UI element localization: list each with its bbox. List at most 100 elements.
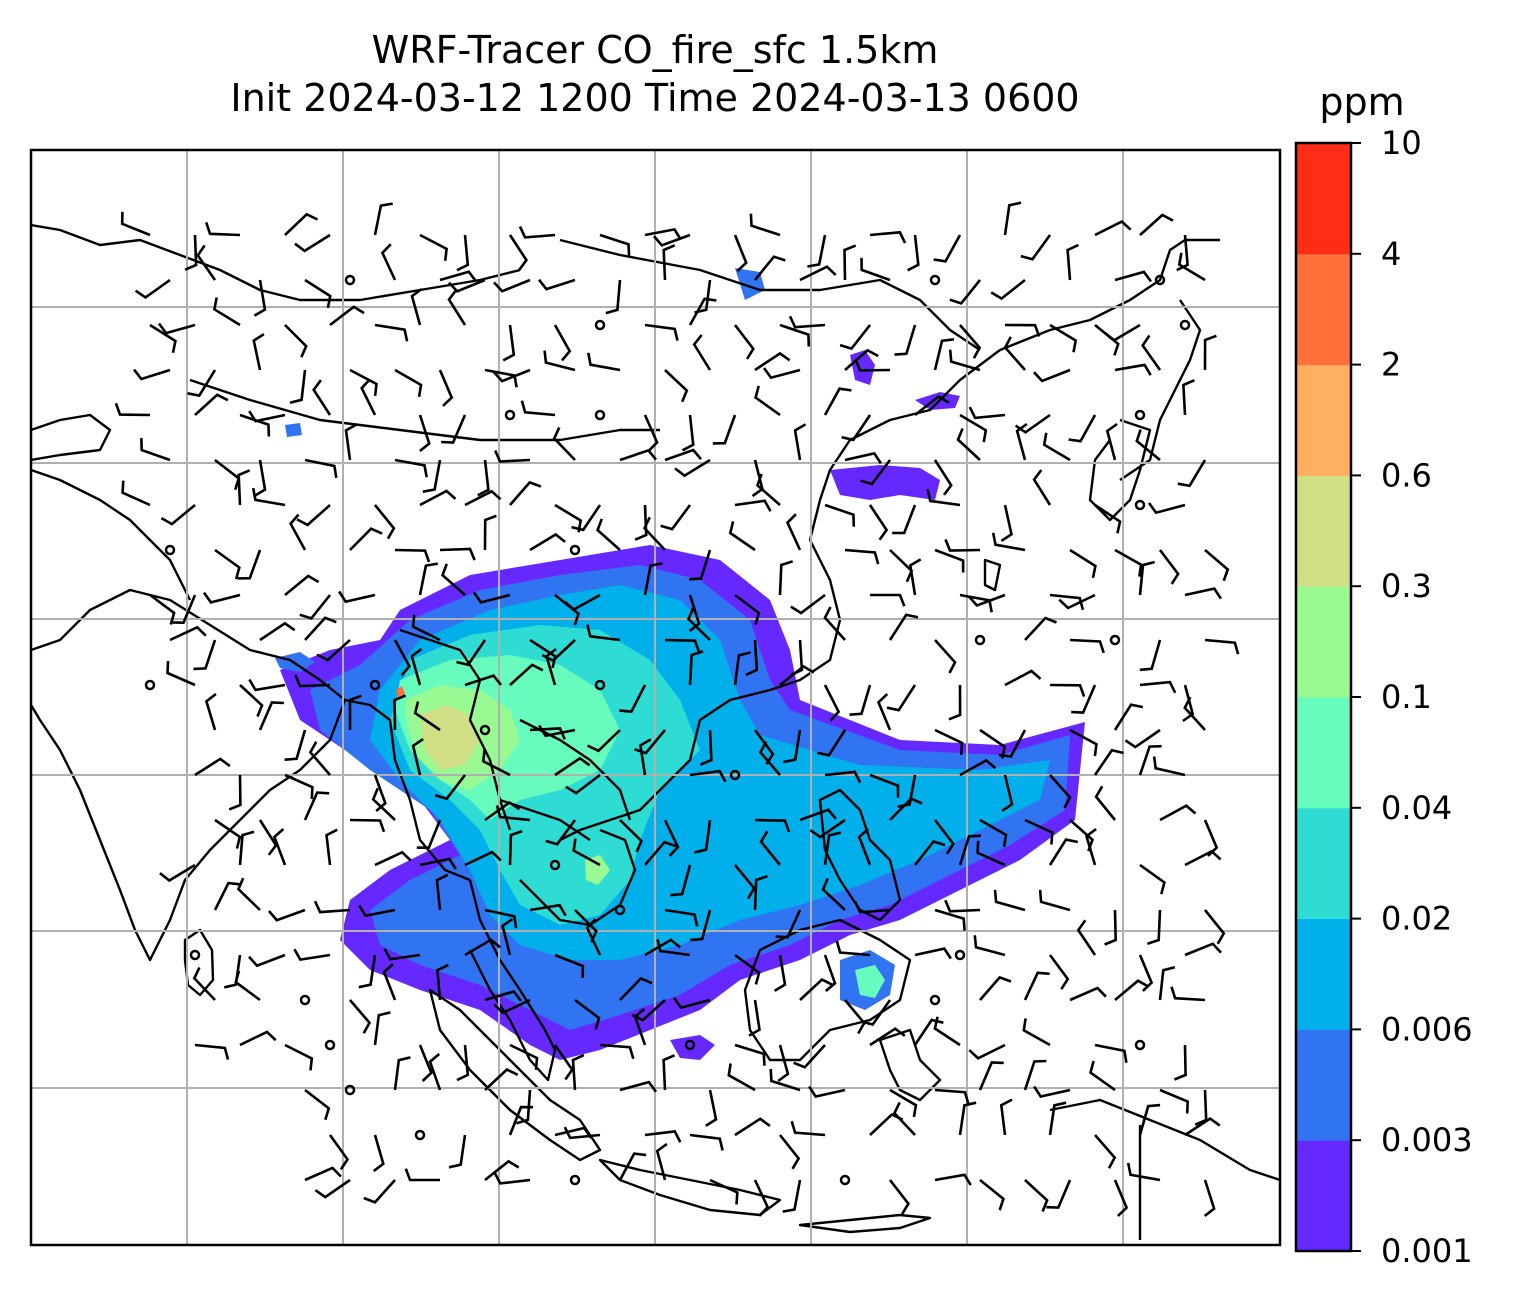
wind-barb	[1046, 1179, 1072, 1209]
wind-barb	[304, 278, 332, 309]
wind-barb	[908, 558, 922, 596]
wind-barb	[605, 279, 622, 315]
wind-barb	[733, 324, 755, 360]
wind-barb	[472, 591, 511, 604]
colorbar-band	[1296, 1029, 1351, 1141]
wind-barb-calm	[594, 679, 606, 691]
wind-barb	[1204, 638, 1240, 655]
wind-barb	[774, 954, 787, 992]
wind-barb	[234, 970, 261, 1002]
wind-barb-calm	[189, 949, 201, 961]
wind-barb	[435, 873, 449, 911]
wind-barb	[349, 368, 378, 397]
wind-barb	[157, 322, 196, 335]
wind-barb	[753, 1179, 770, 1217]
wind-barb	[1093, 748, 1124, 776]
wind-barb	[304, 1088, 331, 1121]
wind-barb	[439, 547, 476, 561]
wind-barb	[373, 202, 393, 236]
wind-barb	[563, 593, 601, 612]
wind-barb	[1184, 849, 1222, 867]
wind-barb-calm	[344, 274, 356, 286]
wind-barb	[926, 488, 961, 507]
wind-barb-calm	[504, 409, 516, 421]
wind-barb	[571, 1053, 585, 1091]
wind-barb	[753, 255, 786, 281]
wind-barb	[634, 729, 666, 755]
wind-barb	[734, 593, 761, 625]
wind-barb-calm	[369, 679, 381, 691]
wind-barb	[194, 393, 229, 416]
wind-barb	[913, 1018, 944, 1046]
wind-barb	[187, 369, 217, 398]
wind-barb	[494, 449, 531, 463]
wind-barb	[373, 504, 396, 540]
wind-barb	[783, 729, 802, 764]
wind-barb	[1114, 548, 1143, 577]
wind-barb	[934, 728, 964, 755]
plume-north-1	[830, 465, 940, 500]
wind-barb	[823, 831, 842, 866]
wind-barb	[1058, 593, 1096, 610]
wind-barb	[436, 963, 449, 1001]
wind-barb	[294, 233, 331, 253]
wind-barb	[1126, 1162, 1161, 1182]
colorbar-tick-label: 4	[1381, 235, 1401, 273]
wind-barb	[1173, 1044, 1187, 1081]
wind-barb	[312, 379, 332, 416]
wind-barb	[860, 257, 891, 282]
wind-barb-calm	[1134, 1039, 1146, 1051]
wind-barb	[493, 1172, 531, 1185]
wind-barb	[888, 613, 919, 641]
wind-barb	[978, 1061, 1004, 1091]
wind-barb	[372, 1134, 385, 1173]
wind-barb	[358, 954, 377, 989]
wind-barb	[477, 459, 490, 497]
wind-barb	[1066, 243, 1079, 281]
wind-barb	[121, 480, 151, 507]
wind-barb	[544, 647, 557, 686]
wind-barb	[1177, 252, 1206, 282]
wind-barb	[933, 1016, 961, 1047]
wind-barb	[619, 448, 658, 462]
wind-barb	[248, 953, 286, 968]
colorbar-tick-label: 0.1	[1381, 678, 1432, 716]
wind-barb	[694, 819, 712, 854]
wind-barb	[394, 368, 423, 398]
wind-barb	[807, 234, 827, 268]
wind-barb	[799, 265, 837, 282]
wind-barb	[841, 414, 872, 442]
wind-barb	[1182, 379, 1195, 416]
colorbar-tick-label: 0.003	[1381, 1121, 1473, 1159]
wind-barb	[501, 917, 514, 956]
wind-barb	[1069, 728, 1098, 757]
wind-barb	[1048, 838, 1079, 866]
plume-level-2	[396, 686, 405, 698]
wind-barb	[1138, 954, 1154, 992]
wind-barb	[857, 828, 872, 866]
wind-barb	[889, 797, 923, 821]
wind-barb	[734, 1117, 771, 1137]
wind-barb	[688, 650, 704, 686]
border-north	[31, 223, 521, 302]
wind-barb	[363, 1179, 396, 1204]
wind-barb	[892, 504, 917, 535]
wind-barb	[237, 469, 251, 506]
wind-barb	[663, 819, 680, 857]
wind-barb	[999, 1098, 1013, 1136]
wind-barb	[643, 414, 659, 452]
title-line-1: WRF-Tracer CO_fire_sfc 1.5km	[371, 28, 939, 72]
wind-barb	[258, 701, 284, 731]
wind-barb	[284, 1043, 314, 1071]
wind-barbs	[114, 201, 1240, 1218]
plume-borneo-inner	[855, 965, 885, 998]
wind-barb	[294, 674, 331, 688]
wind-barb	[1135, 429, 1161, 462]
wind-barb	[537, 278, 576, 291]
wind-barb	[149, 593, 176, 625]
wind-barb	[619, 1080, 658, 1093]
coast-vietnam	[559, 539, 842, 842]
wind-barb	[495, 805, 531, 822]
wind-barb	[538, 724, 576, 738]
